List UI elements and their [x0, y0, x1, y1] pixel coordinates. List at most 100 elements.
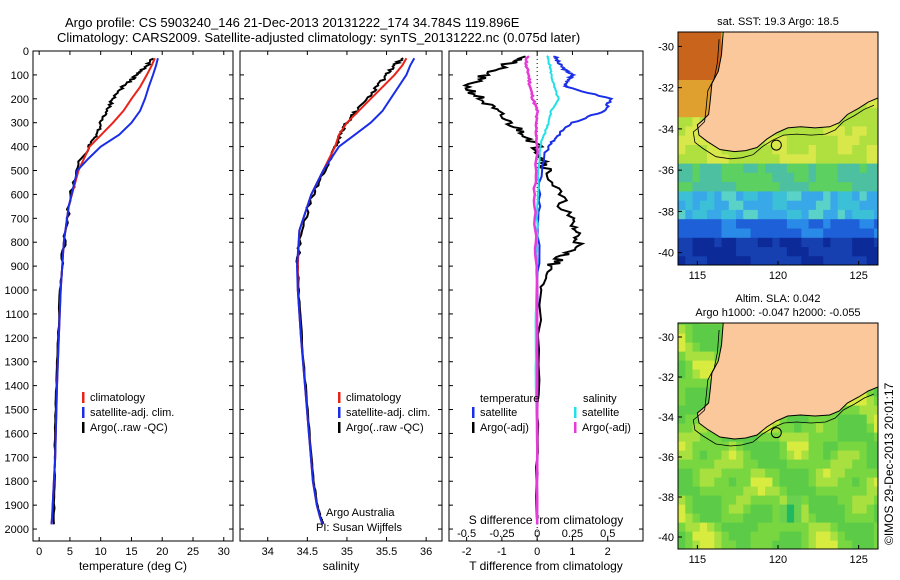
sla-map-cell: [852, 450, 861, 460]
sst-map-cell: [779, 153, 788, 164]
sst-map-cell: [859, 125, 868, 136]
sla-map-cell: [765, 459, 773, 469]
sla-map-cell: [830, 513, 839, 523]
sst-map-cell: [866, 144, 875, 155]
sst-map-cell: [844, 135, 853, 145]
sla-map-cell: [823, 441, 832, 451]
temperature-ytick-label: 1800: [5, 476, 29, 488]
sst-map-cell: [685, 153, 694, 164]
sla-map-cell: [844, 486, 853, 496]
sst-map-cell: [736, 209, 744, 220]
sst-map-cell: [736, 227, 744, 238]
sla-map-cell: [678, 504, 686, 514]
sla-map-cell: [801, 468, 810, 478]
sla-map-cell: [779, 513, 788, 523]
sst-map-cell: [692, 162, 701, 173]
sst-map-cell: [801, 209, 810, 220]
sst-map-cell: [765, 181, 773, 192]
sla-map-cell: [692, 333, 701, 343]
sla-map-cell: [743, 459, 752, 469]
sst-map-cell: [743, 246, 752, 257]
sst-map-cell: [801, 125, 810, 136]
sst-map-cell: [830, 237, 839, 248]
sla-map-cell: [685, 441, 694, 451]
sla-map-cell: [794, 504, 802, 514]
sla-map-cell: [874, 414, 878, 424]
sla-map-cell: [808, 423, 817, 433]
sst-map-cell: [874, 246, 878, 257]
sst-map-cell: [678, 42, 686, 53]
sst-map-cell: [750, 237, 759, 248]
sla-map-cell: [678, 450, 686, 460]
sla-map-cell: [794, 432, 802, 442]
sla-map-cell: [765, 504, 773, 514]
sla-map-cell: [823, 531, 832, 541]
sla-map-cell: [678, 540, 686, 549]
temperature-ytick-label: 900: [11, 261, 29, 273]
sla-map-cell: [852, 468, 861, 478]
sla-map-cell: [837, 486, 846, 496]
sst-map-cell: [757, 162, 766, 173]
difference-panel: -2 -1 0 1 2T difference from climatology -0.5…: [448, 50, 644, 573]
sla-map-cell: [714, 324, 723, 334]
sst-map-cell: [707, 172, 715, 183]
sst-map-cell: [866, 107, 875, 118]
sst-map-cell: [692, 181, 701, 192]
sla-map-cell: [786, 459, 795, 469]
sla-map-cell: [699, 378, 708, 388]
sst-map-cell: [874, 200, 878, 210]
sla-map-cell: [765, 441, 773, 451]
sst-map-cell: [699, 218, 708, 229]
temperature-ytick-label: 1900: [5, 500, 29, 512]
sst-map-cell: [815, 246, 824, 257]
sst-map-cell: [859, 190, 868, 201]
sst-map-cell: [779, 190, 788, 201]
sla-map-cell: [874, 396, 878, 406]
sst-map-cell: [772, 144, 781, 155]
sst-map-cell: [714, 209, 723, 220]
sla-map-cell: [714, 486, 723, 496]
sla-map-cell: [699, 468, 708, 478]
sst-map-cell: [866, 246, 875, 257]
sla-map-cell: [699, 531, 708, 541]
sst-map-cell: [714, 32, 723, 34]
sst-map-cell: [808, 218, 817, 229]
sla-map-cell: [678, 323, 686, 325]
sst-map-cell: [692, 153, 701, 164]
sla-map-cell: [736, 450, 744, 460]
sst-map-cell: [685, 33, 694, 43]
sst-map-cell: [692, 190, 701, 201]
sla-map-cell: [786, 531, 795, 541]
sla-map-cell: [678, 531, 686, 541]
sst-map-cell: [779, 172, 788, 183]
sst-map-cell: [852, 162, 861, 173]
sla-map-cell: [874, 387, 878, 397]
sst-map-cell: [779, 135, 788, 145]
sla-map-cell: [794, 522, 802, 532]
sst-map-cell: [779, 209, 788, 220]
sst-map-cell: [815, 125, 824, 136]
sla-map-cell: [823, 477, 832, 487]
sla-map-cell: [794, 513, 802, 523]
sst-map-cell: [765, 190, 773, 201]
sst-map-cell: [772, 153, 781, 164]
sst-map-cell: [786, 135, 795, 145]
sst-map-cell: [859, 237, 868, 248]
sla-map-cell: [678, 495, 686, 505]
sst-map-cell: [685, 200, 694, 210]
sla-map-cell: [699, 333, 708, 343]
sla-map-cell: [852, 441, 861, 451]
sla-map-cell: [786, 477, 795, 487]
sst-map-cell: [844, 218, 853, 229]
sst-map-cell: [830, 246, 839, 257]
sla-map-xtick-label: 125: [849, 554, 867, 566]
sla-map-cell: [779, 495, 788, 505]
sla-map-cell: [866, 468, 875, 478]
sst-map-cell: [721, 237, 730, 248]
sla-map-land: [696, 323, 878, 440]
sla-map-cell: [801, 450, 810, 460]
sla-map-cell: [837, 531, 846, 541]
sla-map-ytick-label: -38: [658, 492, 674, 504]
sst-map-cell: [772, 200, 781, 210]
sst-map-cell: [852, 227, 861, 238]
